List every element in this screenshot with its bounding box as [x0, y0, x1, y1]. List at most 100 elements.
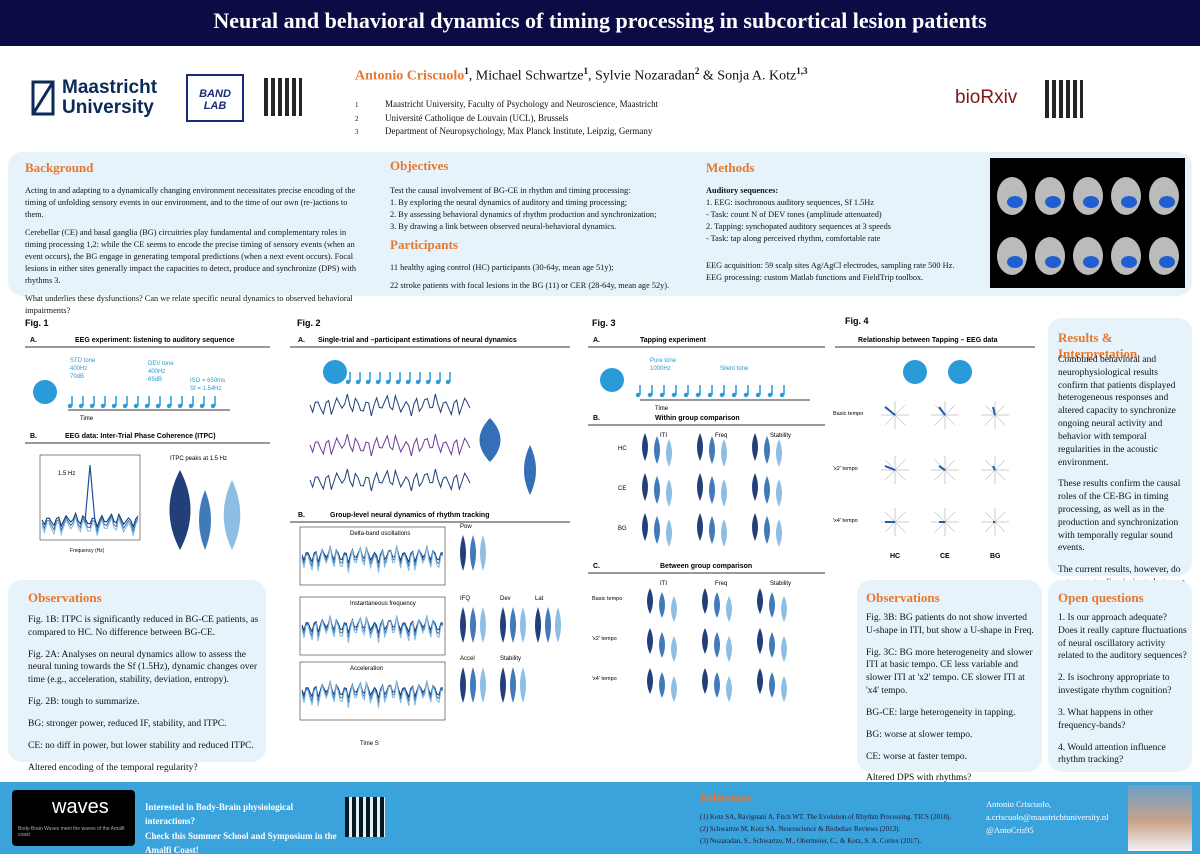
brain-slice: [1111, 177, 1141, 215]
figure-text: Stability: [770, 433, 791, 439]
method-line: 2. Tapping: synchopated auditory sequenc…: [706, 222, 891, 232]
text: Objectives: [390, 158, 449, 173]
text-line: Sf = 1.54Hz: [190, 386, 222, 392]
participant-line: 11 healthy aging control (HC) participan…: [390, 263, 614, 272]
radar-spoke: [944, 511, 956, 523]
violin-shape: [654, 476, 660, 504]
text-line: BG: [618, 526, 627, 532]
violin-shape: [500, 607, 506, 643]
author: Antonio Criscuolo: [355, 68, 465, 84]
header-bar: [0, 0, 1200, 46]
paragraph: CE: worse at faster tempo.: [866, 751, 968, 762]
text-line: CE: [940, 553, 950, 560]
radar-spoke: [984, 414, 996, 426]
paragraph: Fig. 3C: BG more heterogeneity and slowe…: [866, 647, 1033, 697]
violin-shape: [721, 519, 727, 547]
text-line: 'x4' tempo: [592, 676, 617, 682]
violin-shape: [671, 596, 677, 622]
brain-slice: [1149, 177, 1179, 215]
method-line: EEG acquisition: 59 scalp sites Ag/AgCl …: [706, 261, 955, 270]
figure-text: B.: [298, 512, 305, 519]
affil-text: Université Catholique de Louvain (UCL), …: [385, 112, 569, 123]
text-line: ISO = 650ms: [190, 378, 225, 384]
text-line: IFQ: [460, 596, 470, 602]
affil-num: 1: [355, 101, 359, 109]
affiliation: 1 Maastricht University, Faculty of Psych…: [355, 98, 855, 112]
violin-shape: [726, 676, 732, 702]
text-line: Fig. 3: [592, 318, 616, 328]
text-line: ITPC peaks at 1.5 Hz: [170, 456, 227, 462]
author-affil: 1: [464, 66, 469, 76]
figure-text: B.: [30, 433, 37, 440]
signal-line: [309, 393, 471, 417]
note: [405, 379, 411, 385]
figure-text: Stability: [500, 656, 521, 662]
text: Background: [25, 160, 94, 175]
text-line: Frequency (Hz): [70, 548, 105, 554]
note: [210, 403, 216, 409]
note: [133, 403, 139, 409]
violin-shape: [776, 439, 782, 467]
paragraph: Altered encoding of the temporal regular…: [28, 762, 198, 773]
text-line: STD tone: [70, 358, 96, 364]
lesion-map: [1045, 196, 1061, 208]
affiliation: 2 Université Catholique de Louvain (UCL),…: [355, 112, 855, 126]
note: [415, 379, 421, 385]
brain-slice: [1073, 177, 1103, 215]
method-line: - Task: tap along perceived rhythm, comf…: [706, 234, 881, 244]
violin-shape: [752, 513, 758, 541]
radar-spoke: [944, 404, 956, 416]
radar-spoke: [994, 414, 1006, 426]
method-line: - Task: count N of DEV tones (amplitude …: [706, 210, 882, 220]
method-line: 1. EEG: isochronous auditory sequences, …: [706, 198, 874, 208]
violin-shape: [781, 676, 787, 702]
figure-text: Group-level neural dynamics of rhythm tr…: [330, 512, 489, 519]
violin-shape: [480, 667, 486, 703]
text-line: 1.5 Hz: [58, 471, 75, 477]
text-line: Time: [655, 406, 669, 412]
text: bioRxiv: [955, 87, 1018, 108]
objective-item: 3. By drawing a link between observed ne…: [390, 222, 617, 232]
violin-shape: [520, 607, 526, 643]
observations-panel: [857, 580, 1042, 772]
figure-text: Delta-band oscillations: [350, 531, 410, 537]
paragraph: Altered DPS with rhythms?: [866, 773, 972, 784]
text-line: ITI: [660, 433, 667, 439]
violin-shape: [752, 433, 758, 461]
paragraph: Combined behavioral and neurophysiologic…: [1058, 355, 1176, 468]
signal-line: [41, 513, 139, 534]
violin-shape: [535, 607, 541, 643]
um-emblem: [31, 80, 55, 116]
violin-shape: [510, 607, 516, 643]
figure-text: Freq: [715, 581, 727, 587]
figure-text: C.: [593, 563, 600, 570]
figure-text: A.: [298, 337, 305, 344]
figure-text: ITI: [660, 433, 667, 439]
text-line: Within group comparison: [655, 415, 740, 422]
reference: (3) Nozaradan, S., Schwartze, M., Oberme…: [700, 836, 922, 845]
author-affil: 1,3: [796, 66, 808, 76]
figure-text: 'x2' tempo: [833, 466, 858, 472]
violin-shape: [764, 516, 770, 544]
text-line: B.: [593, 415, 600, 422]
affiliation: 3 Department of Neuropsychology, Max Plan…: [355, 125, 855, 139]
signal-line: [309, 433, 471, 457]
violin-shape: [776, 479, 782, 507]
radar-spoke: [984, 521, 996, 533]
lesion-map: [1121, 196, 1137, 208]
violin-shape: [666, 439, 672, 467]
violin-shape: [709, 476, 715, 504]
contact-line: Antonio Criscuolo,: [986, 799, 1052, 809]
paragraph: Fig. 2B: tough to summarize.: [28, 697, 140, 708]
note: [345, 379, 351, 385]
radar-spoke: [884, 511, 896, 523]
note: [375, 379, 381, 385]
violin-shape: [764, 476, 770, 504]
violin-shape: [697, 433, 703, 461]
text-line: Instantaneous frequency: [350, 601, 416, 607]
figure-text: STD tone 400Hz 70dB: [70, 358, 96, 380]
violin-shape: [659, 592, 665, 618]
violin-shape: [647, 588, 653, 614]
text-line: Single-trial and –participant estimation…: [318, 337, 517, 344]
